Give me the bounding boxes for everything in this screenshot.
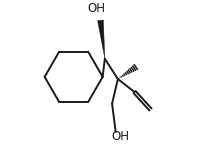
Text: OH: OH xyxy=(111,129,129,143)
Text: OH: OH xyxy=(87,2,105,15)
Polygon shape xyxy=(98,20,105,59)
